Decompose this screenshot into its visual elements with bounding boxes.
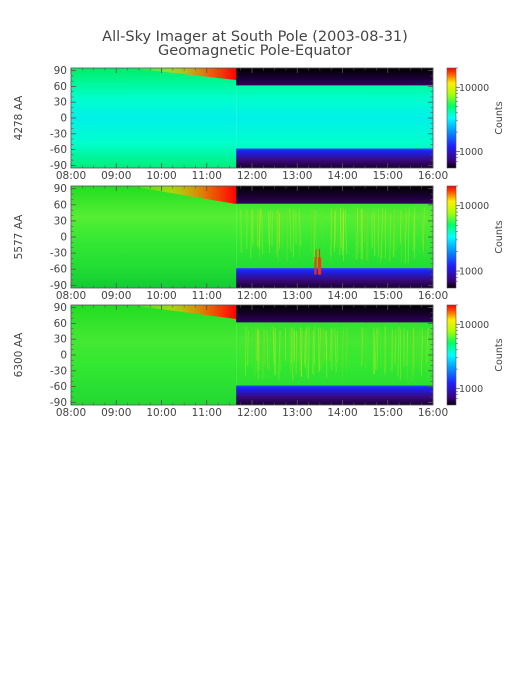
panel-ylabel: 5577 AA bbox=[13, 214, 25, 260]
x-tick-label: 10:00 bbox=[146, 170, 176, 182]
chart-subtitle: Geomagnetic Pole-Equator bbox=[158, 43, 352, 59]
x-tick-label: 10:00 bbox=[146, 290, 176, 302]
y-tick-label: 90 bbox=[54, 65, 67, 77]
panel-ylabel: 4278 AA bbox=[13, 95, 25, 141]
x-tick-label: 16:00 bbox=[418, 407, 448, 419]
y-tick-label: 90 bbox=[54, 302, 67, 314]
y-tick-label: 30 bbox=[54, 215, 67, 227]
masked-top-band bbox=[236, 186, 433, 204]
x-tick-label: 16:00 bbox=[418, 290, 448, 302]
y-tick-label: 30 bbox=[54, 334, 67, 346]
x-tick-label: 13:00 bbox=[282, 407, 312, 419]
x-tick-label: 09:00 bbox=[101, 170, 131, 182]
x-tick-label: 14:00 bbox=[327, 170, 357, 182]
y-tick-label: -60 bbox=[50, 381, 67, 393]
panel-3: 90 60 30 0 -30 -60 -9008:00 09:00 10:00 11:00 12:0… bbox=[13, 302, 505, 419]
x-tick-label: 08:00 bbox=[56, 170, 86, 182]
colorbar bbox=[447, 186, 456, 288]
x-tick-label: 15:00 bbox=[373, 170, 403, 182]
y-tick-label: -60 bbox=[50, 264, 67, 276]
masked-bottom-band bbox=[236, 386, 433, 405]
y-tick-label: -30 bbox=[50, 128, 67, 140]
heatmap-day-region bbox=[71, 186, 236, 288]
y-tick-label: 60 bbox=[54, 199, 67, 211]
colorbar-label: Counts bbox=[494, 220, 505, 253]
x-tick-label: 12:00 bbox=[237, 407, 267, 419]
x-tick-label: 11:00 bbox=[192, 290, 222, 302]
x-tick-label: 14:00 bbox=[327, 407, 357, 419]
colorbar-tick-label: 1000 bbox=[459, 147, 483, 158]
panel-2: 9060300-30-60-9008:00 09:00 10:00 11:00 12:0… bbox=[13, 183, 505, 302]
colorbar-tick-label: 10000 bbox=[459, 83, 489, 94]
x-tick-label: 15:00 bbox=[373, 407, 403, 419]
x-tick-label: 08:00 bbox=[56, 290, 86, 302]
x-tick-label: 16:00 bbox=[418, 170, 448, 182]
panel-ylabel: 6300 AA bbox=[13, 332, 25, 378]
panel-1: 9060300-30-60-9008:00 09:00 10:00 11:00 12:0… bbox=[13, 65, 505, 182]
x-tick-label: 08:00 bbox=[56, 407, 86, 419]
y-tick-label: 0 bbox=[60, 232, 67, 244]
x-tick-label: 11:00 bbox=[192, 407, 222, 419]
masked-top-band bbox=[236, 305, 433, 322]
x-tick-label: 11:00 bbox=[192, 170, 222, 182]
y-tick-label: -60 bbox=[50, 144, 67, 156]
y-tick-label: 0 bbox=[60, 113, 67, 125]
y-tick-label: 30 bbox=[54, 97, 67, 109]
colorbar-tick-label: 10000 bbox=[459, 201, 489, 212]
masked-top-band bbox=[236, 68, 433, 85]
y-tick-label: -30 bbox=[50, 248, 67, 260]
y-tick-label: -30 bbox=[50, 365, 67, 377]
colorbar-tick-label: 10000 bbox=[459, 320, 489, 331]
x-tick-label: 13:00 bbox=[282, 170, 312, 182]
colorbar bbox=[447, 305, 456, 405]
aurora-streak bbox=[313, 331, 314, 374]
aurora-streak bbox=[255, 326, 256, 377]
colorbar-tick-label: 1000 bbox=[459, 267, 483, 278]
x-tick-label: 09:00 bbox=[101, 290, 131, 302]
x-tick-label: 12:00 bbox=[237, 290, 267, 302]
masked-bottom-band bbox=[236, 149, 433, 168]
x-tick-label: 09:00 bbox=[101, 407, 131, 419]
y-tick-label: 60 bbox=[54, 81, 67, 93]
aurora-streak bbox=[241, 209, 242, 253]
aurora-streak bbox=[296, 331, 297, 374]
y-tick-label: 90 bbox=[54, 183, 67, 195]
heatmap-day-region bbox=[71, 68, 236, 168]
colorbar-label: Counts bbox=[494, 338, 505, 371]
colorbar bbox=[447, 68, 456, 168]
x-tick-label: 12:00 bbox=[237, 170, 267, 182]
colorbar-label: Counts bbox=[494, 101, 505, 134]
y-tick-label: 0 bbox=[60, 350, 67, 362]
colorbar-tick-label: 1000 bbox=[459, 384, 483, 395]
x-tick-label: 14:00 bbox=[327, 290, 357, 302]
x-tick-label: 15:00 bbox=[373, 290, 403, 302]
x-tick-label: 13:00 bbox=[282, 290, 312, 302]
x-tick-label: 10:00 bbox=[146, 407, 176, 419]
y-tick-label: 60 bbox=[54, 318, 67, 330]
heatmap-day-region bbox=[71, 305, 236, 405]
panels: 9060300-30-60-9008:00 09:00 10:00 11:00 12:0… bbox=[13, 65, 505, 419]
masked-bottom-band bbox=[236, 268, 433, 288]
